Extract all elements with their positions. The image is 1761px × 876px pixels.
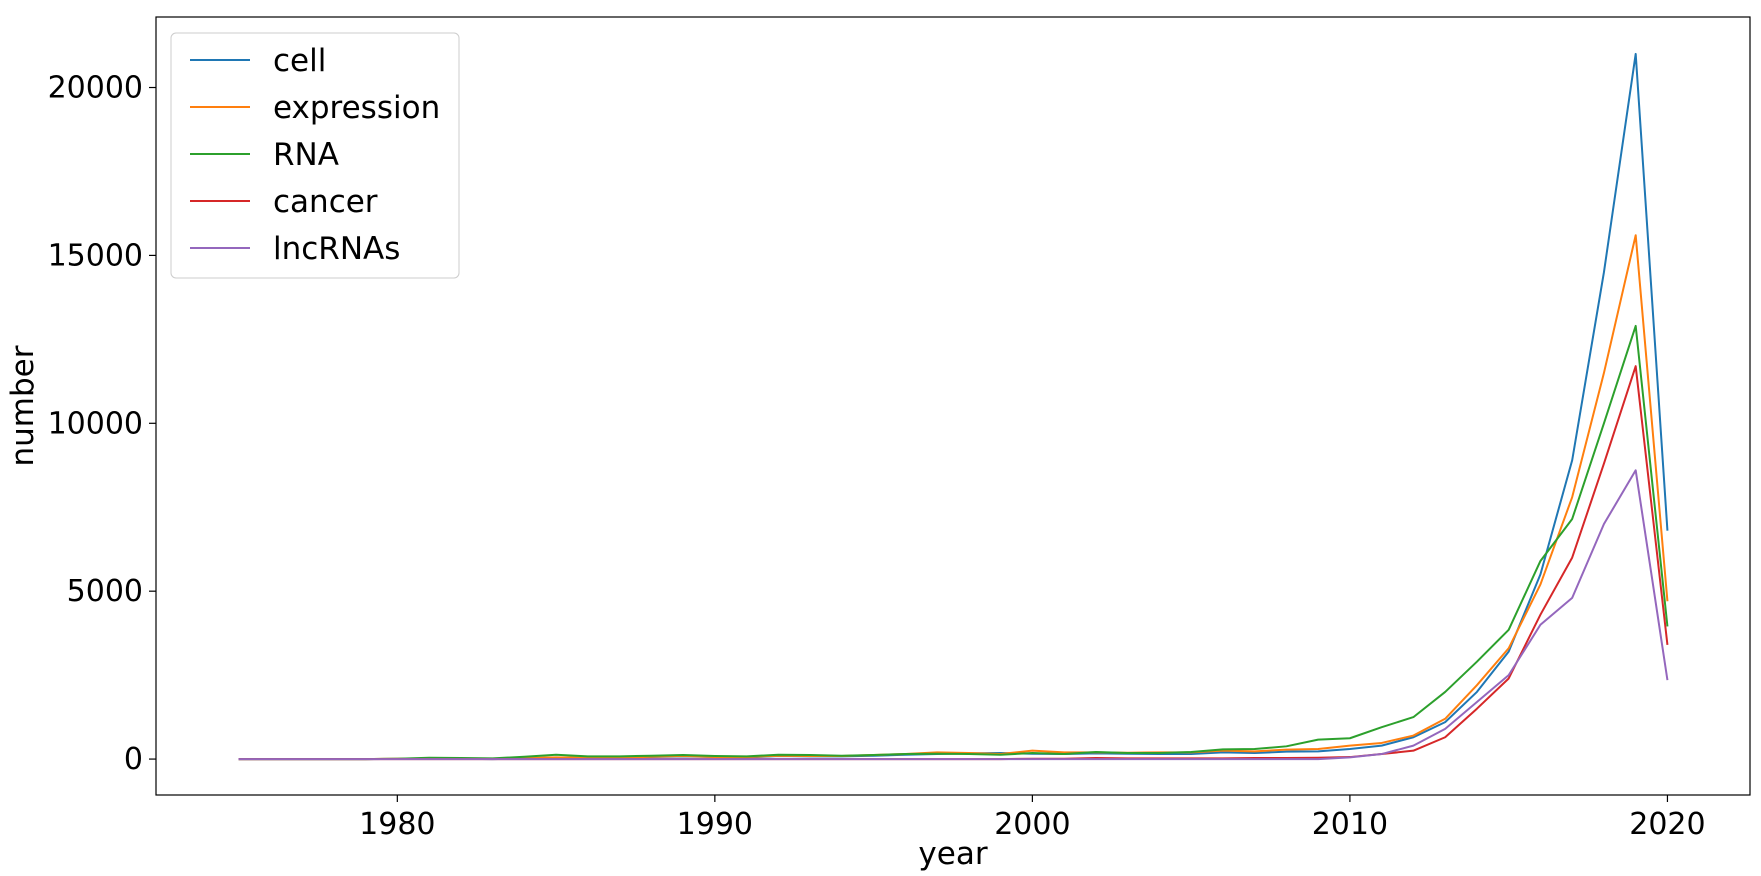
y-tick-label: 20000 [48, 71, 143, 106]
series-layer [238, 52, 1669, 761]
y-axis-label: number [5, 345, 41, 466]
x-tick-label: 2000 [994, 807, 1070, 842]
x-tick-label: 1990 [677, 807, 753, 842]
y-tick-label: 0 [124, 742, 143, 777]
x-axis-label: year [918, 836, 987, 872]
legend-label-cancer: cancer [273, 184, 378, 220]
y-tick-label: 15000 [48, 238, 143, 273]
legend-label-rna: RNA [273, 137, 339, 173]
legend: cell expression RNA cancer lncRNAs [170, 32, 460, 279]
x-tick-label: 2010 [1312, 807, 1388, 842]
y-tick-label: 5000 [67, 574, 143, 609]
series-line-lncrnas [238, 469, 1669, 761]
x-axis-ticks: 1980 1990 2000 2010 2020 [359, 795, 1706, 842]
y-axis-ticks: 0 5000 10000 15000 20000 [48, 71, 156, 777]
legend-label-cell: cell [273, 43, 326, 79]
legend-label-expression: expression [273, 90, 440, 126]
legend-label-lncrnas: lncRNAs [273, 231, 400, 267]
legend-box [170, 32, 460, 279]
plot-frame [155, 16, 1751, 796]
y-tick-label: 10000 [48, 406, 143, 441]
x-tick-label: 1980 [359, 807, 435, 842]
x-tick-label: 2020 [1629, 807, 1705, 842]
